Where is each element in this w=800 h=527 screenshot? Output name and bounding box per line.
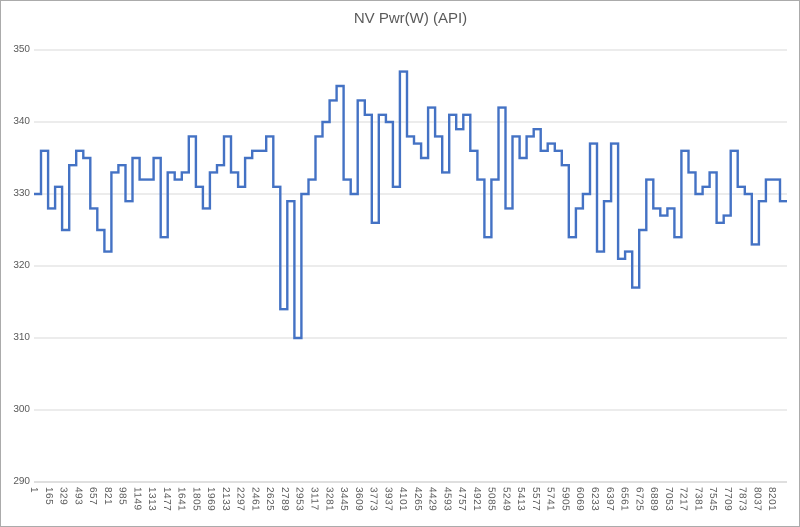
x-axis-tick-label: 4593 [441,487,453,512]
x-axis-tick-label: 8037 [751,487,763,512]
x-axis-tick-label: 1149 [131,487,143,511]
x-axis-tick-label: 7873 [736,487,748,512]
series-line [34,70,787,340]
x-axis-tick-label: 6069 [574,487,586,512]
x-axis-tick-label: 3773 [367,487,379,512]
x-axis-tick-label: 7545 [707,487,719,512]
x-axis-tick-label: 2297 [234,487,246,512]
x-axis-tick-label: 2133 [219,487,231,512]
x-axis-tick-label: 1805 [190,487,202,512]
x-axis-tick-label: 3117 [308,487,320,511]
x-axis-tick-label: 4921 [470,487,482,512]
x-axis-tick-label: 4429 [426,487,438,512]
x-axis-tick-label: 6561 [618,487,630,512]
x-axis-tick-label: 657 [87,487,99,506]
x-axis-tick-label: 821 [101,487,113,506]
x-axis-tick-label: 6397 [603,487,615,512]
x-axis-tick-label: 4265 [411,487,423,512]
x-axis-tick-label: 5413 [515,487,527,512]
x-axis-tick-label: 2789 [278,487,290,512]
x-axis-tick-label: 6725 [633,487,645,512]
y-axis-tick-label: 300 [13,404,30,415]
x-axis-tick-label: 3281 [323,487,335,512]
x-axis-tick-label: 4757 [456,487,468,512]
x-axis-tick-label: 5249 [500,487,512,512]
y-axis-tick-label: 320 [13,260,30,271]
chart-title: NV Pwr(W) (API) [353,10,468,27]
x-axis-tick-label: 8201 [766,487,778,512]
x-axis-tick-label: 5905 [559,487,571,512]
x-axis-tick-label: 1 [28,487,39,494]
x-axis-tick-label: 3445 [338,487,350,512]
y-axis-tick-label: 340 [13,116,30,127]
x-axis-tick-label: 2625 [264,487,276,512]
x-axis-tick-label: 6889 [648,487,660,512]
x-axis-tick-label: 2461 [249,487,261,512]
x-axis-tick-label: 6233 [588,487,600,512]
y-axis-tick-label: 330 [13,188,30,199]
x-axis-tick-label: 3609 [352,487,364,512]
x-axis-tick-label: 1477 [160,487,172,512]
y-axis-tick-label: 350 [13,44,30,55]
x-axis-tick-label: 7217 [677,487,689,512]
x-axis-tick-label: 7381 [692,487,704,512]
y-axis-tick-label: 310 [13,332,30,343]
x-axis-tick-label: 1641 [175,487,187,512]
x-axis-tick-label: 165 [42,487,54,506]
x-axis-tick-label: 5741 [544,487,556,512]
x-axis-tick-label: 493 [72,487,84,506]
x-axis-tick-label: 985 [116,487,128,506]
x-axis-tick-label: 2953 [293,487,305,512]
x-axis-tick-label: 1969 [205,487,217,512]
x-axis-tick-label: 4101 [397,487,409,512]
x-axis-tick-label: 329 [57,487,69,506]
x-axis-tick-label: 5085 [485,487,497,512]
x-axis-tick-label: 1313 [146,487,158,512]
x-axis-tick-label: 7053 [662,487,674,512]
x-axis-tick-label: 7709 [721,487,733,512]
x-axis-tick-label: 3937 [382,487,394,512]
x-axis-tick-label: 5577 [529,487,541,512]
y-axis-tick-label: 290 [13,476,30,487]
